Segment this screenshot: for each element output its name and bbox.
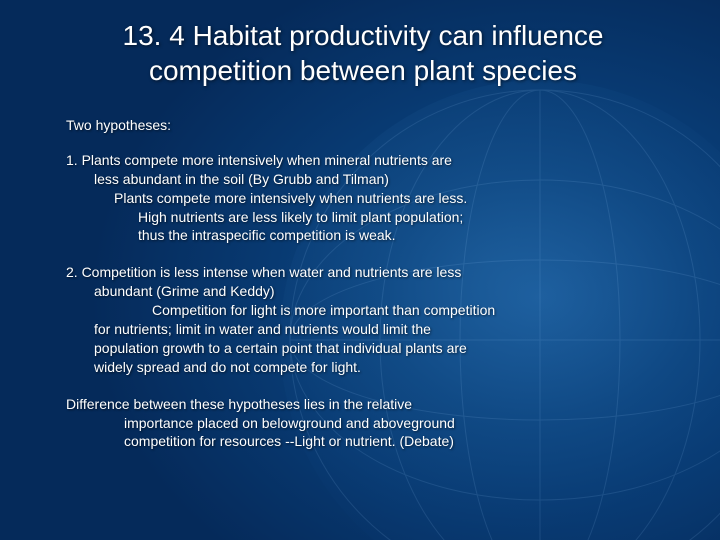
intro-text: Two hypotheses:	[56, 116, 680, 135]
slide-body: Two hypotheses: 1. Plants compete more i…	[56, 116, 680, 451]
hyp2-line1: 2. Competition is less intense when wate…	[66, 263, 680, 282]
hyp1-line4: High nutrients are less likely to limit …	[66, 208, 680, 227]
hypothesis-2: 2. Competition is less intense when wate…	[56, 263, 680, 376]
hyp1-line2: less abundant in the soil (By Grubb and …	[66, 170, 680, 189]
diff-line3: competition for resources --Light or nut…	[66, 432, 680, 451]
slide-title: 13. 4 Habitat productivity can influence…	[56, 18, 680, 88]
diff-line2: importance placed on belowground and abo…	[66, 414, 680, 433]
hyp2-line4: for nutrients; limit in water and nutrie…	[66, 320, 680, 339]
slide-container: 13. 4 Habitat productivity can influence…	[0, 0, 720, 540]
difference-block: Difference between these hypotheses lies…	[56, 395, 680, 452]
hyp2-line5: population growth to a certain point tha…	[66, 339, 680, 358]
hyp2-line6: widely spread and do not compete for lig…	[66, 358, 680, 377]
hyp1-line5: thus the intraspecific competition is we…	[66, 226, 680, 245]
hyp1-line1: 1. Plants compete more intensively when …	[66, 151, 680, 170]
hypothesis-1: 1. Plants compete more intensively when …	[56, 151, 680, 245]
hyp1-line3: Plants compete more intensively when nut…	[66, 189, 680, 208]
hyp2-line2: abundant (Grime and Keddy)	[66, 282, 680, 301]
hyp2-line3: Competition for light is more important …	[66, 301, 680, 320]
diff-line1: Difference between these hypotheses lies…	[66, 395, 680, 414]
